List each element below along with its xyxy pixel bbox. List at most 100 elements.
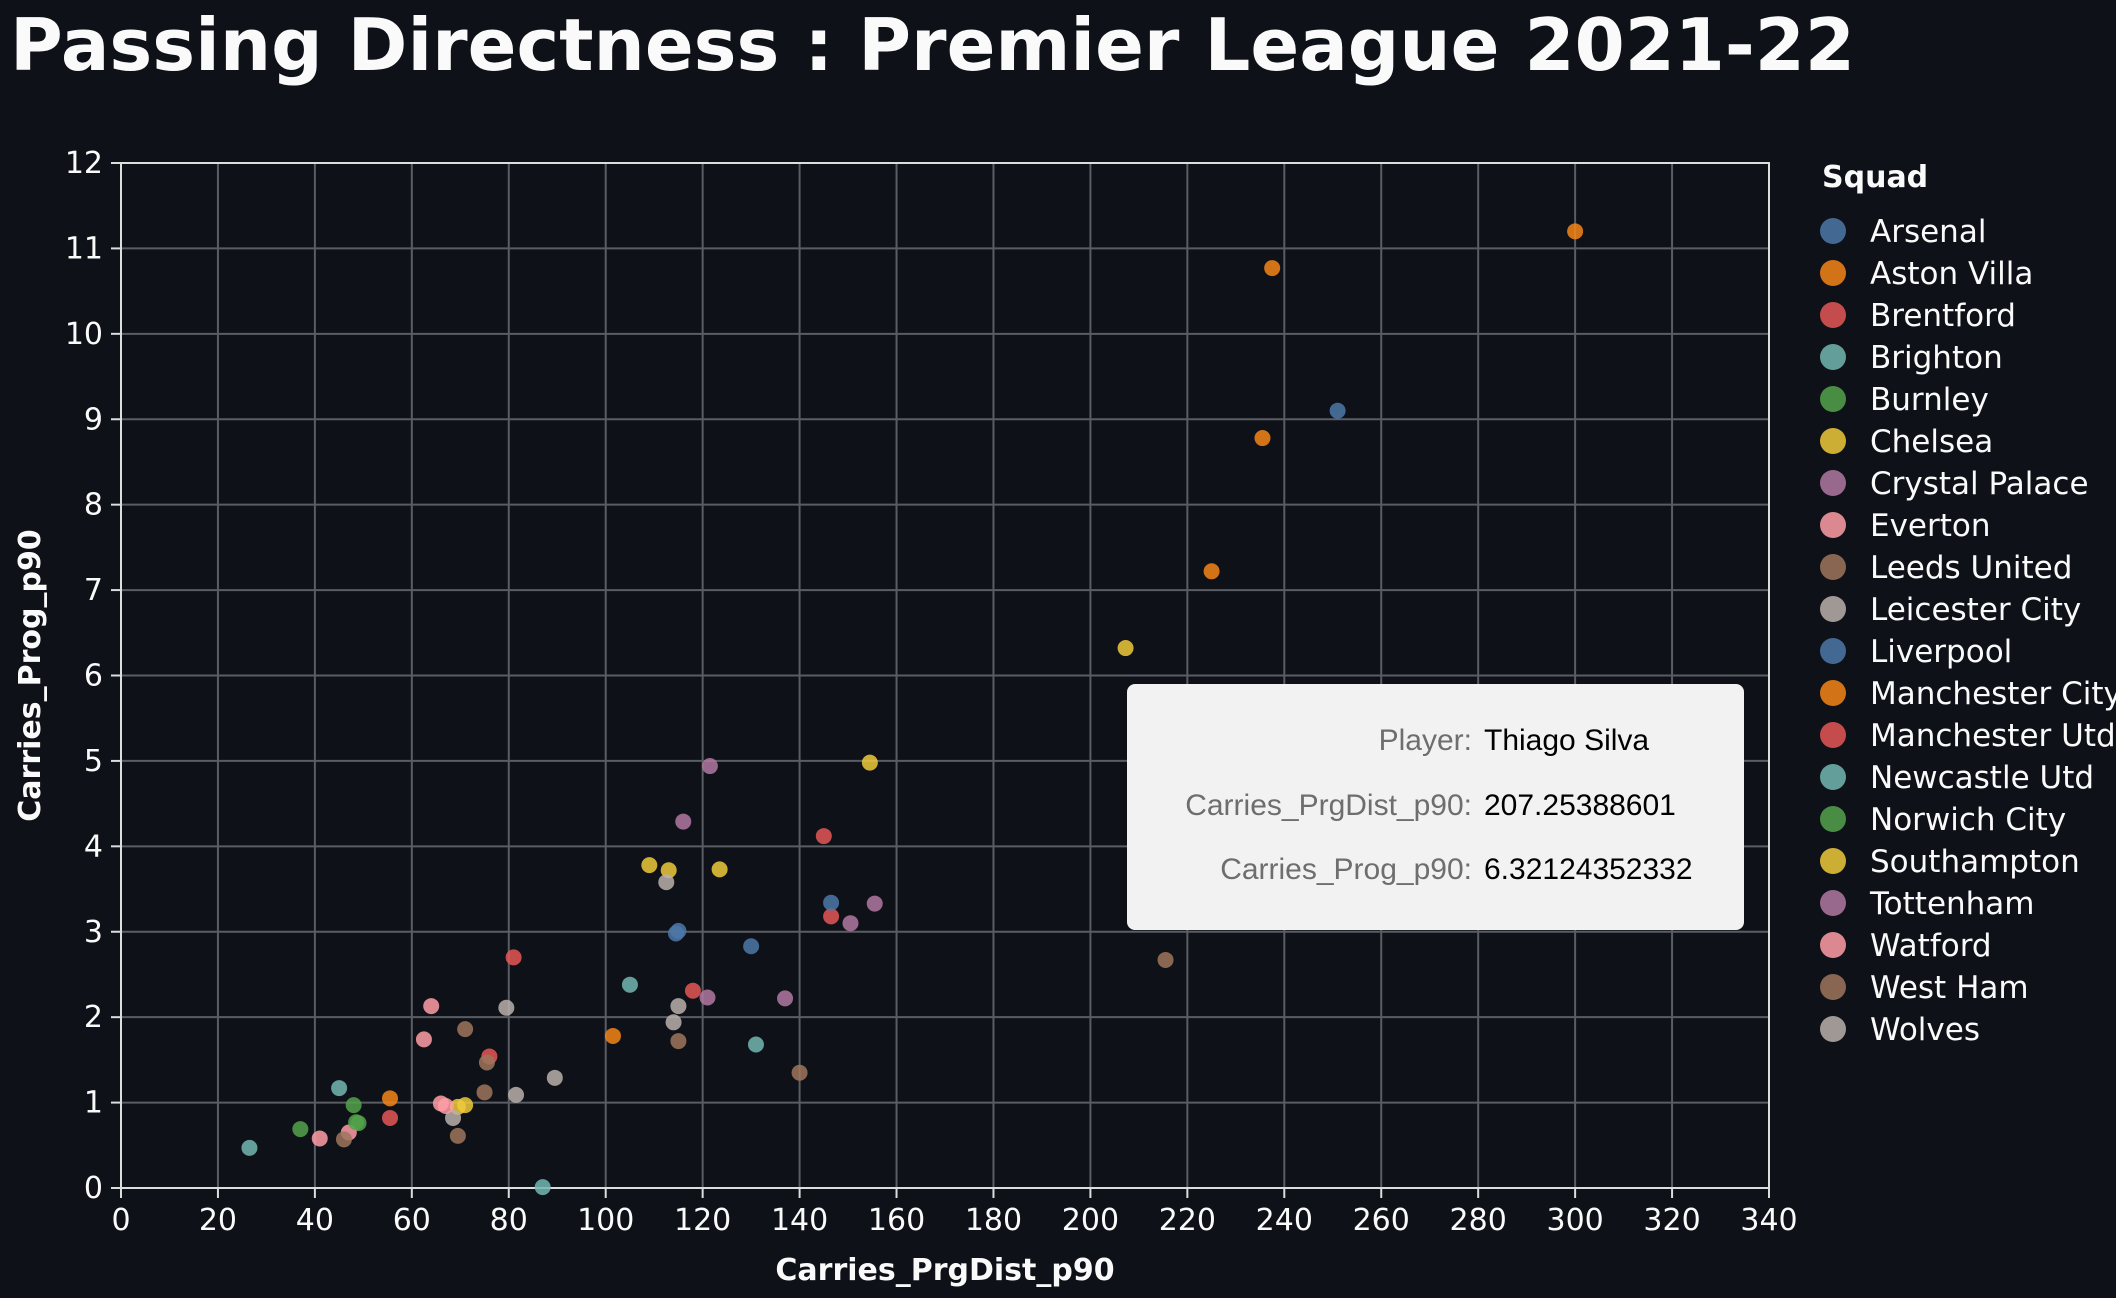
data-point[interactable] xyxy=(478,1054,495,1071)
legend-swatch[interactable] xyxy=(1820,470,1846,496)
legend-label[interactable]: Southampton xyxy=(1870,844,2080,880)
legend-swatch[interactable] xyxy=(1820,428,1846,454)
legend-swatch[interactable] xyxy=(1820,554,1846,580)
data-point[interactable] xyxy=(791,1064,808,1081)
legend-label[interactable]: Manchester City xyxy=(1870,676,2116,712)
data-point[interactable] xyxy=(823,908,840,925)
data-point[interactable] xyxy=(621,976,638,993)
data-point[interactable] xyxy=(241,1139,258,1156)
data-point[interactable] xyxy=(660,862,677,879)
legend-swatch[interactable] xyxy=(1820,722,1846,748)
data-point[interactable] xyxy=(842,915,859,932)
x-tick-label: 80 xyxy=(490,1203,528,1238)
data-point[interactable] xyxy=(670,1033,687,1050)
legend-label[interactable]: Aston Villa xyxy=(1870,256,2033,292)
legend-label[interactable]: Norwich City xyxy=(1870,802,2066,838)
legend-swatch[interactable] xyxy=(1820,806,1846,832)
legend-label[interactable]: Tottenham xyxy=(1869,886,2035,922)
data-point[interactable] xyxy=(345,1097,362,1114)
legend-swatch[interactable] xyxy=(1820,344,1846,370)
data-point[interactable] xyxy=(415,1031,432,1048)
legend[interactable]: Squad Arsenal Aston Villa Brentford Brighton… xyxy=(1820,160,2116,1048)
data-point[interactable] xyxy=(675,813,692,830)
data-point[interactable] xyxy=(546,1069,563,1086)
x-tick-label: 320 xyxy=(1643,1203,1700,1238)
data-point[interactable] xyxy=(534,1179,551,1196)
data-points[interactable] xyxy=(241,223,1584,1196)
data-point[interactable] xyxy=(866,895,883,912)
legend-label[interactable]: Brentford xyxy=(1870,298,2016,334)
legend-swatch[interactable] xyxy=(1820,638,1846,664)
data-point[interactable] xyxy=(1203,563,1220,580)
data-point[interactable] xyxy=(1157,951,1174,968)
data-point[interactable] xyxy=(699,989,716,1006)
legend-label[interactable]: Brighton xyxy=(1870,340,2003,376)
data-point[interactable] xyxy=(382,1090,399,1107)
data-point[interactable] xyxy=(670,922,687,939)
legend-swatch[interactable] xyxy=(1820,1016,1846,1042)
data-point[interactable] xyxy=(382,1109,399,1126)
legend-label[interactable]: Liverpool xyxy=(1870,634,2012,670)
legend-label[interactable]: Arsenal xyxy=(1870,214,1986,250)
data-point[interactable] xyxy=(1329,402,1346,419)
data-point[interactable] xyxy=(437,1098,454,1114)
data-point[interactable] xyxy=(815,828,832,845)
data-point[interactable] xyxy=(445,1109,462,1126)
legend-swatch[interactable] xyxy=(1820,386,1846,412)
data-point[interactable] xyxy=(670,998,687,1015)
data-point[interactable] xyxy=(604,1027,621,1044)
legend-swatch[interactable] xyxy=(1820,890,1846,916)
legend-swatch[interactable] xyxy=(1820,848,1846,874)
legend-swatch[interactable] xyxy=(1820,974,1846,1000)
data-point[interactable] xyxy=(1264,260,1281,277)
data-point[interactable] xyxy=(777,990,794,1007)
legend-label[interactable]: Leeds United xyxy=(1870,550,2072,586)
data-point[interactable] xyxy=(711,861,728,878)
data-point[interactable] xyxy=(1117,640,1134,657)
data-point[interactable] xyxy=(348,1114,365,1131)
legend-swatch[interactable] xyxy=(1820,218,1846,244)
data-point[interactable] xyxy=(641,857,658,874)
data-point[interactable] xyxy=(476,1084,493,1101)
legend-swatch[interactable] xyxy=(1820,932,1846,958)
data-point[interactable] xyxy=(335,1131,352,1148)
data-point[interactable] xyxy=(747,1036,764,1053)
data-point[interactable] xyxy=(505,949,522,966)
legend-swatch[interactable] xyxy=(1820,302,1846,328)
legend-label[interactable]: Manchester Utd xyxy=(1870,718,2116,754)
data-point[interactable] xyxy=(743,938,760,955)
legend-label[interactable]: Newcastle Utd xyxy=(1870,760,2094,796)
legend-swatch[interactable] xyxy=(1820,512,1846,538)
data-point[interactable] xyxy=(861,754,878,771)
data-point[interactable] xyxy=(665,1014,682,1031)
data-point[interactable] xyxy=(457,1097,474,1114)
legend-label[interactable]: West Ham xyxy=(1870,970,2029,1006)
legend-label[interactable]: Crystal Palace xyxy=(1870,466,2089,502)
data-point[interactable] xyxy=(498,999,515,1016)
data-point[interactable] xyxy=(508,1086,525,1103)
legend-label[interactable]: Burnley xyxy=(1870,382,1989,418)
data-point[interactable] xyxy=(823,894,840,911)
legend-label[interactable]: Leicester City xyxy=(1870,592,2081,628)
chart-title: Passing Directness : Premier League 2021… xyxy=(10,3,1855,87)
data-point[interactable] xyxy=(311,1130,328,1147)
data-point[interactable] xyxy=(449,1127,466,1144)
data-point[interactable] xyxy=(684,982,701,999)
data-point[interactable] xyxy=(1254,430,1271,447)
legend-label[interactable]: Everton xyxy=(1870,508,1991,544)
legend-label[interactable]: Chelsea xyxy=(1870,424,1993,460)
legend-label[interactable]: Wolves xyxy=(1870,1012,1980,1048)
legend-label[interactable]: Watford xyxy=(1870,928,1992,964)
data-point[interactable] xyxy=(701,758,718,775)
data-point[interactable] xyxy=(331,1080,348,1097)
data-point[interactable] xyxy=(457,1021,474,1038)
data-point[interactable] xyxy=(658,874,675,891)
data-point[interactable] xyxy=(423,998,440,1015)
legend-swatch[interactable] xyxy=(1820,260,1846,286)
data-point[interactable] xyxy=(1567,223,1584,240)
legend-swatch[interactable] xyxy=(1820,680,1846,706)
legend-swatch[interactable] xyxy=(1820,596,1846,622)
legend-swatch[interactable] xyxy=(1820,764,1846,790)
data-point[interactable] xyxy=(292,1121,309,1138)
